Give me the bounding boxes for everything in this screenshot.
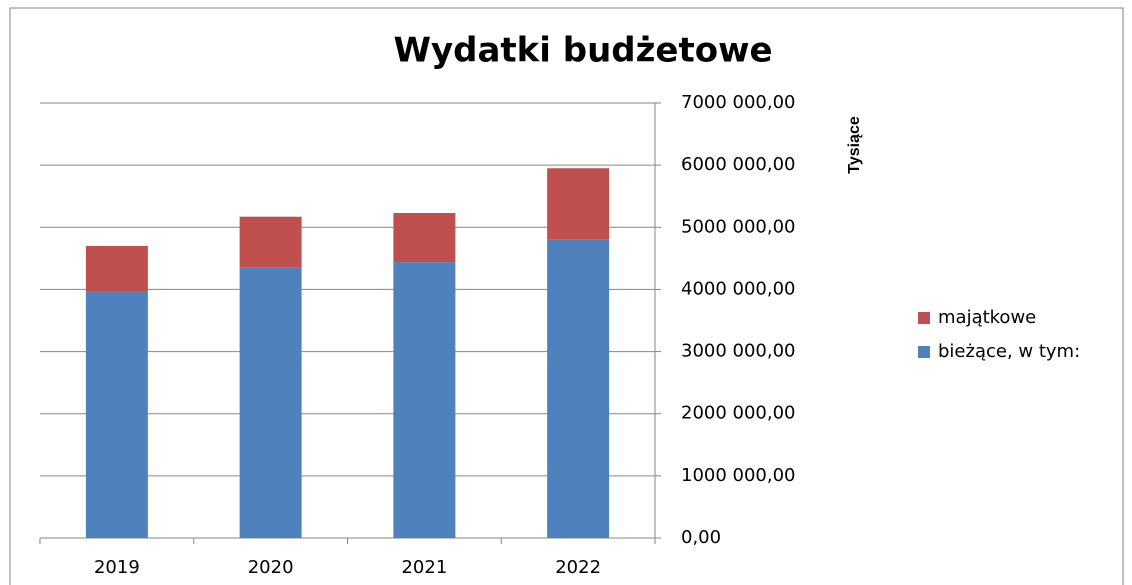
legend-label: bieżące, w tym: (938, 341, 1080, 362)
bar-segment (85, 291, 148, 538)
bar-segment (85, 245, 148, 292)
y-tick-label: 2000 000,00 (681, 403, 796, 424)
y-tick-label: 4000 000,00 (681, 278, 796, 299)
bar-segment (547, 168, 610, 240)
y-tick-label: 7000 000,00 (681, 92, 796, 113)
bar-segment (239, 267, 302, 538)
y-tick-label: 3000 000,00 (681, 341, 796, 362)
x-tick-label: 2021 (401, 557, 447, 578)
y-tick-label: 1000 000,00 (681, 465, 796, 486)
x-tick-label: 2019 (94, 557, 140, 578)
legend-swatch (918, 312, 930, 324)
legend-swatch (918, 346, 930, 358)
y-tick-label: 6000 000,00 (681, 154, 796, 175)
x-tick-label: 2022 (555, 557, 601, 578)
y-axis-label: Tysiące (846, 116, 863, 174)
chart-title: Wydatki budżetowe (393, 31, 772, 71)
bar-segment (547, 239, 610, 539)
bar-segment (393, 262, 456, 538)
bar-segment (393, 212, 456, 263)
y-tick-label: 0,00 (681, 527, 721, 548)
x-tick-label: 2020 (248, 557, 294, 578)
legend-label: majątkowe (938, 307, 1036, 328)
y-tick-label: 5000 000,00 (681, 216, 796, 237)
bar-segment (239, 216, 302, 268)
